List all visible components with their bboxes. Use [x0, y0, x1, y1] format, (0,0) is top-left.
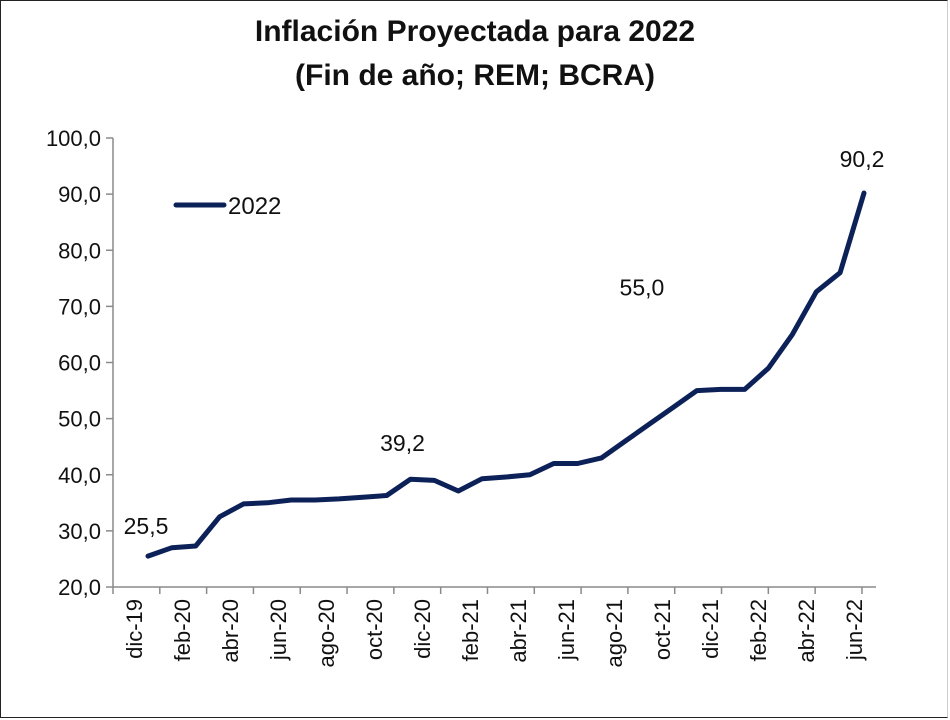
x-tick-label: dic-21 — [698, 599, 723, 659]
y-tick-label: 30,0 — [58, 519, 101, 544]
data-label: 25,5 — [124, 513, 169, 539]
y-axis: 20,0 30,0 40,0 50,0 60,0 70,0 80,0 90,0 100,0 — [46, 126, 114, 600]
y-tick-label: 50,0 — [58, 407, 101, 432]
y-tick-label: 60,0 — [58, 351, 101, 376]
chart-title: Inflación Proyectada para 2022 — [254, 15, 696, 48]
y-tick-label: 80,0 — [58, 238, 101, 263]
x-axis: dic-19 feb-20 abr-20 jun-20 ago-20 oct-20 dic-… — [112, 586, 876, 668]
y-tick-label: 40,0 — [58, 463, 101, 488]
x-tick-label: dic-20 — [410, 599, 435, 659]
y-tick-label: 100,0 — [46, 126, 101, 151]
y-tick-label: 20,0 — [58, 575, 101, 600]
series-layer — [145, 190, 867, 559]
x-tick-label: feb-20 — [170, 599, 195, 661]
x-tick-label: feb-21 — [458, 599, 483, 661]
x-tick-label: feb-22 — [746, 599, 771, 661]
x-tick-label: jun-21 — [554, 599, 579, 661]
data-label: 55,0 — [620, 275, 665, 301]
x-tick-label: jun-22 — [842, 599, 867, 661]
x-tick-label: dic-19 — [122, 599, 147, 659]
y-tick-label: 70,0 — [58, 294, 101, 319]
x-tick-label: abr-21 — [506, 599, 531, 663]
x-tick-label: abr-20 — [218, 599, 243, 663]
series-line-2022 — [145, 190, 867, 559]
chart-subtitle: (Fin de año; REM; BCRA) — [295, 59, 655, 92]
legend-label: 2022 — [228, 193, 281, 220]
chart-title-block: Inflación Proyectada para 2022 (Fin de a… — [0, 10, 950, 98]
x-tick-label: ago-20 — [314, 599, 339, 668]
data-label: 90,2 — [840, 146, 885, 172]
y-tick-label: 90,0 — [58, 182, 101, 207]
x-tick-label: oct-21 — [650, 599, 675, 660]
data-labels: 25,5 39,2 55,0 90,2 — [124, 146, 885, 539]
x-tick-label: abr-22 — [794, 599, 819, 663]
x-tick-label: ago-21 — [602, 599, 627, 668]
data-label: 39,2 — [380, 430, 425, 456]
x-tick-label: oct-20 — [362, 599, 387, 660]
legend: 2022 — [173, 193, 281, 220]
x-tick-label: jun-20 — [266, 599, 291, 661]
